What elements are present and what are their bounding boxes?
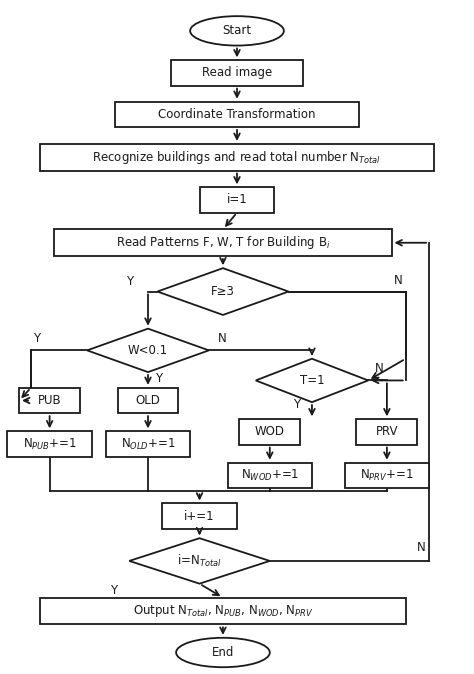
Text: N: N (394, 274, 403, 286)
Text: PRV: PRV (376, 425, 398, 438)
Text: N: N (375, 363, 384, 375)
Text: Start: Start (222, 24, 252, 37)
Bar (345, 462, 429, 488)
Text: N$_{PRV}$+=1: N$_{PRV}$+=1 (360, 468, 414, 483)
Bar (55, 229, 392, 256)
Bar (228, 462, 312, 488)
Bar (172, 60, 302, 86)
Text: Y: Y (110, 584, 118, 596)
Text: Read image: Read image (202, 67, 272, 80)
Bar (239, 419, 300, 445)
Text: End: End (212, 646, 234, 659)
Text: PUB: PUB (38, 394, 62, 407)
Text: i=1: i=1 (227, 193, 247, 206)
Text: Output N$_{Total}$, N$_{PUB}$, N$_{WOD}$, N$_{PRV}$: Output N$_{Total}$, N$_{PUB}$, N$_{WOD}$… (133, 603, 313, 619)
Polygon shape (87, 329, 209, 372)
Text: Read Patterns F, W, T for Building B$_i$: Read Patterns F, W, T for Building B$_i$ (116, 235, 330, 251)
Bar (118, 388, 178, 413)
Text: N$_{WOD}$+=1: N$_{WOD}$+=1 (241, 468, 299, 483)
Bar (162, 503, 237, 529)
Text: Y: Y (126, 275, 133, 288)
Bar (40, 598, 406, 624)
Text: N: N (218, 332, 227, 345)
Text: Y: Y (155, 372, 162, 385)
Bar (200, 187, 274, 213)
Text: N$_{OLD}$+=1: N$_{OLD}$+=1 (121, 436, 175, 452)
Text: OLD: OLD (136, 394, 160, 407)
Text: i+=1: i+=1 (184, 510, 215, 522)
Text: Coordinate Transformation: Coordinate Transformation (158, 108, 316, 121)
Bar (19, 388, 80, 413)
Polygon shape (129, 539, 270, 584)
Polygon shape (157, 268, 289, 315)
Bar (40, 144, 434, 171)
Polygon shape (256, 359, 368, 402)
Text: Y: Y (33, 332, 40, 345)
Bar (106, 431, 190, 457)
Text: Y: Y (293, 398, 301, 410)
Text: N$_{PUB}$+=1: N$_{PUB}$+=1 (23, 436, 77, 452)
Text: i=N$_{Total}$: i=N$_{Total}$ (177, 553, 222, 569)
Text: W<0.1: W<0.1 (128, 344, 168, 357)
Bar (8, 431, 92, 457)
Bar (356, 419, 417, 445)
Text: T=1: T=1 (300, 374, 324, 387)
Bar (115, 102, 359, 127)
Text: F≥3: F≥3 (211, 285, 235, 298)
Text: N: N (417, 541, 426, 554)
Text: Recognize buildings and read total number N$_{Total}$: Recognize buildings and read total numbe… (92, 149, 382, 166)
Text: WOD: WOD (255, 425, 285, 438)
